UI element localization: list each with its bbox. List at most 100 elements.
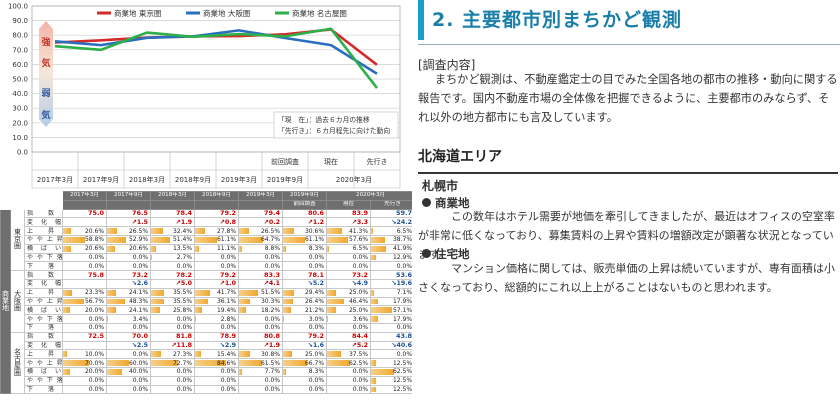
share-value: 0.0% [370, 322, 412, 333]
header-period: 2018年9月 [194, 191, 240, 201]
share-bar [371, 360, 376, 366]
row-label: や や 下 落 [23, 314, 64, 324]
share-value: 0.0% [282, 384, 328, 395]
share-bar [195, 245, 200, 252]
header-sub [238, 199, 284, 210]
row-label: 変 化 幅 [23, 278, 64, 289]
share-bar [283, 236, 306, 243]
row-label: 下 落 [23, 322, 64, 333]
document-panel: 2. 主要都市別まちかど観測 [調査内容] まちかど観測は、不動産鑑定士の目でみ… [418, 0, 840, 417]
share-bar [371, 245, 387, 252]
share-bar [371, 368, 394, 375]
row-label: や や 下 落 [23, 375, 64, 386]
change-value: ↗0.2 [238, 217, 284, 228]
weak-label: 弱 [41, 88, 50, 99]
di-index-value: 59.7 [370, 208, 412, 219]
share-bar [63, 236, 85, 243]
table-row: 変 化 幅 ↗1.5 ↗1.9 ↗0.8 ↗0.2 ↗1.2 ↗3.3 ↘24.2 [1, 217, 412, 228]
intro-paragraph: まちかど観測は、不動産鑑定士の目でみた全国各地の都市の推移・動向に関する報告です… [418, 73, 838, 124]
note-text: 「現 在」：過去６カ月の推移 [278, 115, 370, 124]
survey-content-label: [調査内容] [418, 58, 476, 72]
header-sub [106, 199, 152, 210]
di-index-value: 73.2 [106, 270, 152, 280]
share-bar [195, 307, 203, 314]
share-value: 41.9% [370, 243, 412, 254]
table-row: や や 上 昇 58.8% 52.9% 51.4% 61.1% 64.7% 61.1% 57.… [1, 234, 412, 245]
share-bar [151, 228, 163, 234]
y-tick-label: 60.0 [12, 61, 28, 69]
table-row: 下 落 0.0% 0.0% 0.0% 0.0% 0.0% 0.0% 0.0% 12.5% [1, 384, 412, 395]
header-sub [62, 199, 108, 210]
x-tick-label: 2017年9月 [83, 175, 119, 184]
header-period: 2017年9月 [106, 191, 152, 201]
row-label: 下 落 [23, 261, 64, 272]
share-bar [283, 351, 293, 358]
share-value: 21.2% [282, 305, 328, 316]
share-bar [327, 307, 337, 314]
share-value: 2.7% [150, 252, 196, 263]
share-bar [371, 377, 376, 384]
change-value: ↗5.0 [150, 278, 196, 289]
share-bar [107, 289, 116, 296]
row-label: 横 ば い [23, 366, 64, 377]
header-period: 2019年3月 [238, 191, 284, 201]
city-heading: 札幌市 [422, 179, 459, 193]
share-value: 0.0% [326, 252, 372, 263]
table-row: 変 化 幅 ↘2.5 ↗11.8 ↘2.9 ↗1.9 ↘1.6 ↗5.2 ↘40.6 [1, 340, 412, 351]
table-header-row: 2017年3月 2017年9月 2018年3月 2018年9月 2019年3月 2019年… [0, 191, 412, 201]
share-value: 0.0% [194, 261, 240, 272]
di-data-table: 2017年3月 2017年9月 2018年3月 2018年9月 2019年3月 2019年… [0, 191, 412, 417]
share-value: 30.6% [282, 226, 328, 236]
share-value: 26.5% [106, 226, 152, 236]
share-value: 0.0% [326, 366, 372, 377]
row-label: 横 ば い [23, 305, 64, 316]
share-bar [283, 298, 293, 305]
share-bar [151, 298, 164, 305]
di-index-value: 78.2 [150, 270, 196, 280]
row-label: や や 上 昇 [23, 234, 64, 245]
item-commercial-text: この数年はホテル需要が地価を牽引してきましたが、最近はオフィスの空室率が非常に低… [418, 210, 835, 261]
share-value: 62.5% [370, 366, 412, 377]
share-bar [63, 360, 89, 366]
share-value: 19.4% [194, 305, 240, 316]
share-value: 2.8% [194, 314, 240, 324]
share-value: 0.0% [62, 384, 108, 395]
share-value: 6.5% [370, 226, 412, 236]
section-title: 2. 主要都市別まちかど観測 [432, 9, 683, 31]
share-bar [371, 254, 376, 261]
share-value: 58.8% [62, 234, 108, 245]
share-bar [63, 351, 67, 358]
header-period: 2020年3月 [326, 191, 412, 201]
share-value: 38.7% [370, 234, 412, 245]
share-bar [327, 316, 329, 322]
series-line [54, 27, 379, 89]
change-value: ↗0.8 [194, 217, 240, 228]
share-value: 3.0% [282, 314, 328, 324]
change-value: ↘19.6 [370, 278, 412, 289]
change-value [62, 340, 108, 351]
change-value [62, 278, 108, 289]
legend-label: 商業地 大阪圏 [203, 8, 250, 18]
share-value: 0.0% [150, 384, 196, 395]
title-divider [418, 44, 840, 45]
share-bar [327, 236, 349, 243]
share-value: 0.0% [150, 375, 196, 386]
y-tick-label: 70.0 [12, 46, 28, 54]
y-tick-label: 20.0 [12, 119, 28, 127]
change-value: ↗5.2 [326, 340, 372, 351]
share-value: 84.6% [194, 358, 240, 368]
share-value: 12.5% [370, 375, 412, 386]
share-bar [371, 316, 378, 322]
header-period: 2017年3月 [62, 191, 108, 201]
share-value: 0.0% [62, 261, 108, 272]
share-bar [371, 228, 374, 234]
city-label-cell: 東京圏 [10, 208, 25, 272]
share-bar [239, 360, 262, 366]
share-bar [195, 236, 218, 243]
share-value: 61.5% [238, 358, 284, 368]
share-value: 0.0% [282, 261, 328, 272]
row-label: や や 上 昇 [23, 358, 64, 368]
share-value: 51.5% [238, 287, 284, 298]
share-value: 0.0% [62, 314, 108, 324]
share-value: 12.5% [370, 358, 412, 368]
